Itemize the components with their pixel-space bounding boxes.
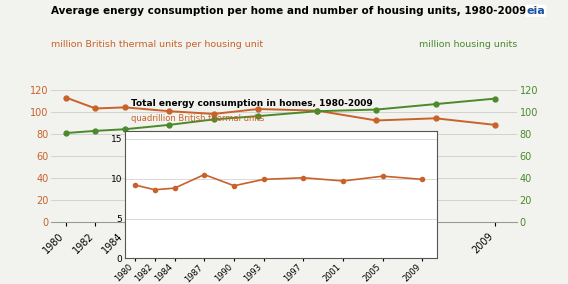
Text: million housing units: million housing units: [419, 40, 517, 49]
Text: Total energy consumption in homes, 1980-2009: Total energy consumption in homes, 1980-…: [131, 99, 373, 108]
Text: Average energy consumption per home and number of housing units, 1980-2009: Average energy consumption per home and …: [51, 6, 527, 16]
Text: million British thermal units per housing unit: million British thermal units per housin…: [51, 40, 263, 49]
Text: quadrillion British thermal units: quadrillion British thermal units: [131, 114, 265, 123]
Text: eia: eia: [527, 6, 545, 16]
